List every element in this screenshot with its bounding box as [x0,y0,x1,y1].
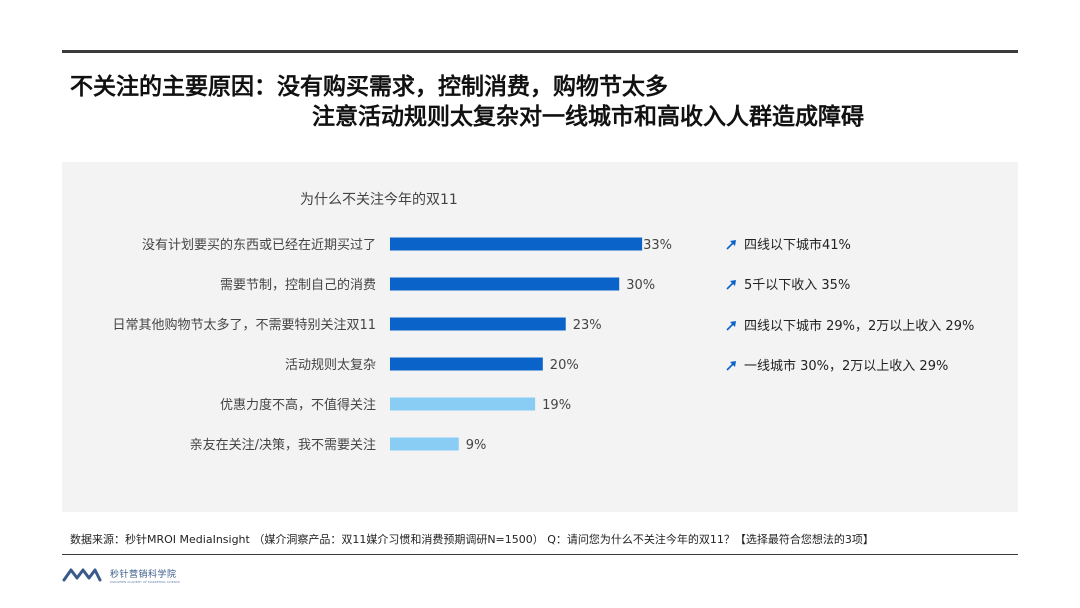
value-label: 19% [542,398,571,413]
title-line-1: 不关注的主要原因：没有购买需求，控制消费，购物节太多 [70,74,668,100]
chart-title: 为什么不关注今年的双11 [300,192,458,208]
trend-up-arrow-icon [726,280,736,290]
value-label: 33% [643,238,672,253]
category-label: 活动规则太复杂 [285,358,376,373]
category-label: 日常其他购物节太多了，不需要特别关注双11 [112,317,376,333]
category-label: 亲友在关注/决策，我不需要关注 [190,437,376,453]
annotation-label: 一线城市 30%，2万以上收入 29% [744,358,948,374]
value-label: 23% [573,318,602,333]
trend-up-arrow-icon [726,240,736,250]
bar [390,317,566,331]
value-label: 9% [466,438,487,453]
logo-name: 秒针营销科学院 [110,569,177,580]
category-label: 优惠力度不高，不值得关注 [220,397,376,413]
value-label: 20% [550,358,579,373]
category-label: 需要节制，控制自己的消费 [220,277,376,293]
annotation-label: 5千以下收入 35% [744,278,850,293]
trend-up-arrow-icon [726,321,736,331]
brand-logo: 秒针营销科学院 MIAOZHEN ACADEMY OF MARKETING SC… [62,566,180,584]
source-footnote: 数据来源：秒针MROI MediaInsight （媒介洞察产品：双11媒介习惯… [70,533,874,546]
bar [390,237,643,251]
page-title: 不关注的主要原因：没有购买需求，控制消费，购物节太多 注意活动规则太复杂对一线城… [70,72,1010,132]
bar [390,397,536,411]
bar [390,277,620,291]
miaozhen-logo-icon [62,568,102,582]
top-divider [62,50,1018,53]
trend-up-arrow-icon [726,361,736,371]
value-label: 30% [626,278,655,293]
annotation-label: 四线以下城市 29%，2万以上收入 29% [744,318,974,334]
chart-panel [62,162,1018,512]
title-line-2: 注意活动规则太复杂对一线城市和高收入人群造成障碍 [312,104,864,130]
logo-subtitle: MIAOZHEN ACADEMY OF MARKETING SCIENCE [110,579,180,584]
category-label: 没有计划要买的东西或已经在近期买过了 [142,237,376,253]
bar [390,357,543,371]
bottom-divider [62,554,1018,555]
annotation-label: 四线以下城市41% [744,237,851,253]
bar [390,437,459,451]
